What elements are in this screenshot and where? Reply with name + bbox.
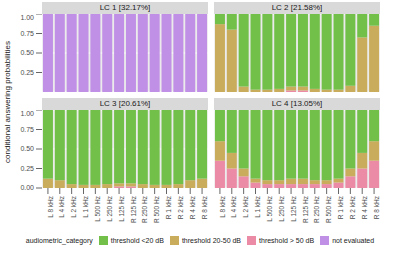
svg-text:L 250 Hz: L 250 Hz [106, 196, 113, 222]
html-text:LC 4 [13.05%]: LC 4 [13.05%] [271, 99, 323, 108]
svg-text:L 125 Hz: L 125 Hz [290, 196, 297, 222]
svg-text:R 1 kHz: R 1 kHz [337, 196, 344, 219]
svg-text:1.00: 1.00 [20, 110, 34, 117]
svg-text:R 2 kHz: R 2 kHz [349, 196, 356, 219]
svg-text:0.50: 0.50 [20, 49, 34, 56]
html-text:LC 1 [32.17%]: LC 1 [32.17%] [99, 3, 151, 12]
svg-text:L 4 kHz: L 4 kHz [230, 196, 237, 218]
svg-text:L 8 kHz: L 8 kHz [219, 196, 226, 218]
html-text:LC 2 [21.58%]: LC 2 [21.58%] [271, 3, 323, 12]
html-text:LC 3 [20.61%]: LC 3 [20.61%] [99, 99, 151, 108]
svg-text:R 4 kHz: R 4 kHz [189, 196, 196, 219]
html-text:threshold <20 dB: threshold <20 dB [110, 237, 164, 244]
svg-text:L 8 kHz: L 8 kHz [47, 196, 54, 218]
html-text:threshold 20-50 dB: threshold 20-50 dB [181, 237, 241, 244]
svg-text:L 2 kHz: L 2 kHz [70, 196, 77, 218]
svg-text:0.25: 0.25 [20, 165, 34, 172]
svg-text:L 2 kHz: L 2 kHz [242, 196, 249, 218]
html-text:audiometric_category: audiometric_category [25, 237, 93, 244]
svg-text:0.50: 0.50 [20, 145, 34, 152]
svg-text:R 1 kHz: R 1 kHz [165, 196, 172, 219]
svg-text:R 500 Hz: R 500 Hz [325, 196, 332, 223]
svg-text:R 250 Hz: R 250 Hz [141, 196, 148, 223]
svg-text:L 125 Hz: L 125 Hz [118, 196, 125, 222]
svg-text:1.00: 1.00 [20, 14, 34, 21]
svg-text:R 4 kHz: R 4 kHz [361, 196, 368, 219]
svg-text:R 8 kHz: R 8 kHz [201, 196, 208, 219]
svg-text:R 2 kHz: R 2 kHz [177, 196, 184, 219]
svg-text:L 500 Hz: L 500 Hz [94, 196, 101, 222]
svg-text:R 250 Hz: R 250 Hz [313, 196, 320, 223]
svg-text:L 250 Hz: L 250 Hz [278, 196, 285, 222]
svg-text:R 500 Hz: R 500 Hz [153, 196, 160, 223]
html-text:conditional answering probabil: conditional answering probabilities [2, 41, 12, 163]
svg-text:R 125 Hz: R 125 Hz [302, 196, 309, 223]
html-text:not evaluated: not evaluated [332, 237, 375, 244]
svg-text:L 4 kHz: L 4 kHz [58, 196, 65, 218]
svg-text:R 125 Hz: R 125 Hz [130, 196, 137, 223]
svg-text:R 8 kHz: R 8 kHz [373, 196, 380, 219]
svg-text:0.75: 0.75 [20, 126, 34, 133]
svg-text:0.75: 0.75 [20, 30, 34, 37]
svg-text:L 500 Hz: L 500 Hz [266, 196, 273, 222]
html-text:threshold > 50 dB: threshold > 50 dB [259, 237, 315, 244]
svg-text:0.25: 0.25 [20, 69, 34, 76]
svg-text:0.00: 0.00 [20, 184, 34, 191]
svg-text:L 1 kHz: L 1 kHz [82, 196, 89, 218]
svg-text:L 1 kHz: L 1 kHz [254, 196, 261, 218]
